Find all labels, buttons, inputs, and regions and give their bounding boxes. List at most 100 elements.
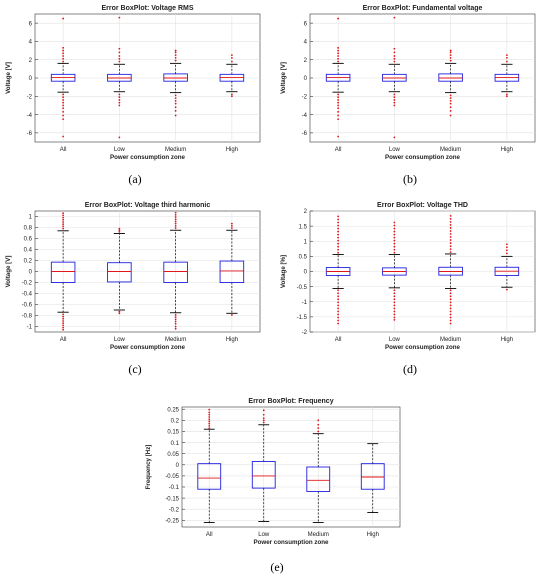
outlier-point: [393, 55, 396, 57]
y-tick-label: 4: [304, 40, 308, 46]
y-tick-label: -4: [27, 113, 33, 119]
outlier-point: [505, 246, 508, 249]
outlier-point: [393, 310, 396, 313]
y-tick-label: -0.5: [297, 285, 308, 291]
outlier-point: [118, 47, 121, 50]
box-high: [219, 54, 245, 98]
outlier-point: [62, 326, 65, 329]
box-medium: [163, 211, 188, 330]
outlier-point: [118, 57, 121, 60]
outlier-point: [337, 218, 340, 221]
y-tick-label: 0.25: [167, 407, 179, 413]
outlier-point: [393, 221, 396, 224]
outlier-point: [62, 218, 65, 221]
outlier-point: [505, 56, 508, 59]
box-medium: [306, 419, 331, 524]
outlier-point: [174, 222, 177, 225]
outlier-point: [174, 316, 177, 319]
outlier-point: [337, 49, 340, 52]
outlier-point: [62, 52, 65, 55]
outlier-point: [505, 60, 508, 63]
outlier-point: [337, 215, 340, 218]
y-tick-label: 0.8: [24, 226, 33, 232]
outlier-point: [208, 413, 211, 416]
x-tick-label: Low: [389, 147, 401, 153]
caption-c: (c): [128, 362, 142, 376]
y-tick-label: -0.1: [169, 485, 180, 491]
outlier-point: [174, 110, 177, 112]
outlier-point: [393, 227, 396, 230]
x-tick-label: Medium: [308, 532, 329, 538]
y-tick-label: -4: [302, 113, 308, 119]
outlier-point: [118, 310, 121, 313]
chart-title: Error BoxPlot: Fundamental voltage: [363, 5, 483, 12]
outlier-point: [449, 316, 452, 319]
outlier-point: [449, 220, 452, 223]
outlier-point: [174, 216, 177, 218]
outlier-point: [262, 409, 265, 412]
x-tick-label: High: [367, 532, 379, 538]
outlier-point: [174, 59, 177, 62]
y-tick-label: -2: [302, 94, 308, 100]
outlier-point: [262, 419, 265, 422]
box-high: [219, 222, 245, 316]
chart-d-voltage-thd: -2 -1.5 -1 -0.5 0 0.5 1 1.5 2 All Low Medium High Err…: [275, 198, 550, 360]
outlier-point: [449, 295, 452, 298]
x-axis-label: Power consumption zone: [254, 539, 330, 546]
y-tick-label: 0.2: [24, 259, 33, 265]
box-medium: [438, 214, 463, 325]
outlier-point: [505, 249, 508, 252]
y-tick-label: 6: [29, 21, 33, 27]
outlier-point: [118, 55, 121, 57]
outlier-point: [62, 216, 65, 219]
outlier-point: [317, 427, 320, 430]
outlier-point: [174, 224, 177, 227]
outlier-point: [337, 233, 340, 236]
outlier-point: [337, 96, 340, 99]
outlier-point: [393, 233, 396, 236]
chart-title: Error BoxPlot: Frequency: [248, 398, 333, 405]
outlier-point: [62, 214, 65, 217]
outlier-point: [262, 413, 265, 416]
outlier-point: [337, 17, 340, 20]
chart-e-frequency: -0.25 -0.2 -0.15 -0.1 -0.05 0 0.05 0.1 0.15 0.2 0.…: [140, 395, 415, 553]
outlier-point: [62, 223, 65, 226]
box-high: [494, 243, 520, 291]
y-tick-label: 0.05: [167, 452, 179, 458]
x-tick-label: All: [60, 147, 67, 153]
outlier-point: [208, 427, 211, 430]
box-low: [251, 409, 276, 522]
outlier-point: [449, 51, 452, 54]
outlier-point: [337, 239, 340, 242]
y-tick-label: -0.4: [22, 292, 33, 298]
x-axis-label: Power consumption zone: [110, 344, 186, 351]
outlier-point: [174, 97, 177, 100]
x-axis-label: Power consumption zone: [110, 154, 186, 161]
outlier-point: [337, 224, 340, 227]
outlier-point: [62, 227, 65, 230]
outlier-point: [262, 417, 265, 420]
x-tick-label: Medium: [440, 337, 461, 343]
outlier-point: [337, 313, 340, 316]
outlier-point: [118, 104, 121, 107]
outlier-point: [62, 135, 65, 138]
outlier-point: [62, 322, 65, 325]
outlier-point: [208, 418, 211, 421]
outlier-point: [230, 314, 233, 316]
outlier-point: [174, 318, 177, 321]
y-tick-label: 6: [304, 21, 308, 27]
outlier-point: [449, 49, 452, 52]
outlier-point: [449, 230, 452, 232]
outlier-point: [449, 289, 452, 292]
outlier-point: [118, 136, 121, 139]
x-tick-label: High: [501, 147, 513, 153]
box-low: [107, 16, 132, 139]
outlier-point: [317, 430, 320, 433]
y-tick-label: 0: [304, 270, 308, 276]
outlier-point: [337, 289, 340, 292]
x-tick-label: Low: [114, 147, 126, 153]
outlier-point: [337, 298, 340, 301]
outlier-point: [393, 319, 396, 321]
outlier-point: [393, 313, 396, 316]
outlier-point: [337, 221, 340, 224]
